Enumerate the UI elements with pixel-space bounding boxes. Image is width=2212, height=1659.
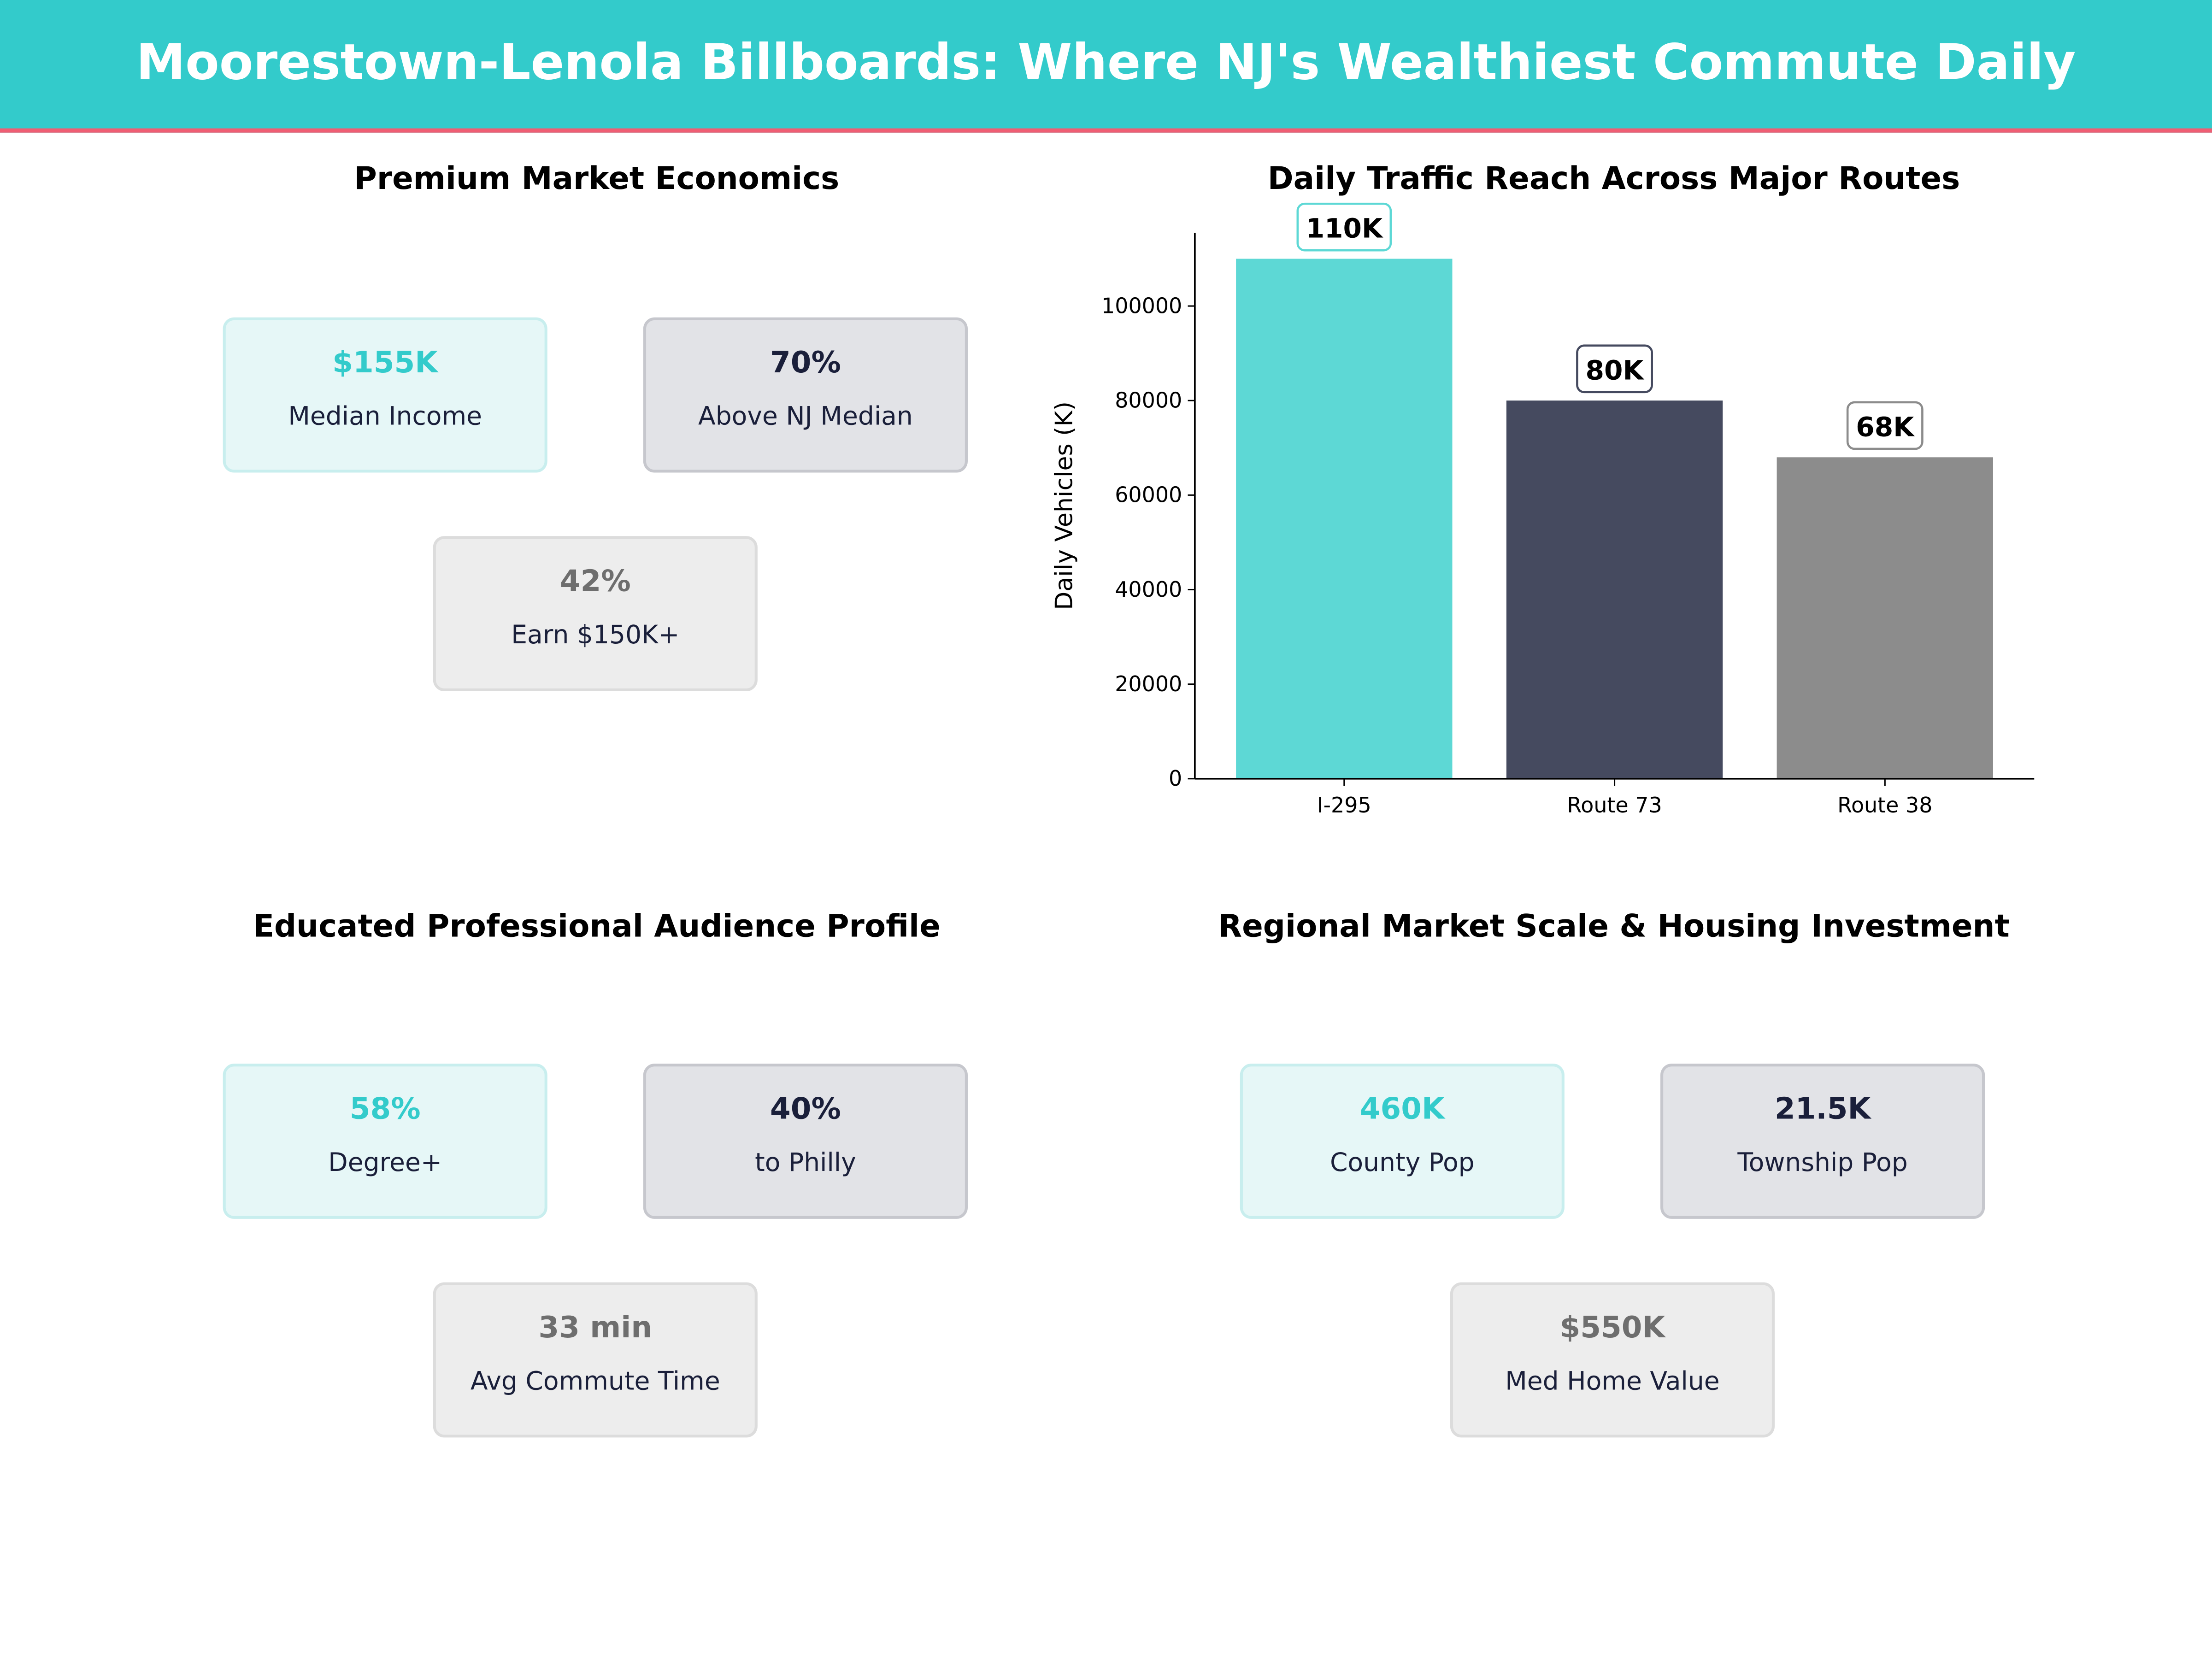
stat-label: Median Income — [288, 402, 482, 432]
stat-label: County Pop — [1330, 1148, 1475, 1178]
y-tick-label: 60000 — [1115, 482, 1182, 507]
stat-value: 42% — [559, 564, 631, 598]
data-label-box — [1296, 202, 1392, 252]
stat-value: $550K — [1559, 1310, 1665, 1345]
stat-value: 70% — [770, 345, 841, 380]
stat-value: 460K — [1359, 1092, 1445, 1126]
stat-card: 70% Above NJ Median — [643, 317, 968, 473]
stat-value: $155K — [332, 345, 438, 380]
y-tick-label: 0 — [1169, 766, 1182, 791]
chart-title: Daily Traffic Reach Across Major Routes — [1267, 162, 1960, 198]
x-tick-label: Route 38 — [1837, 793, 1932, 818]
stat-card: 460K County Pop — [1240, 1064, 1565, 1219]
stat-label: Avg Commute Time — [470, 1367, 720, 1397]
bar — [1777, 457, 1993, 779]
stat-value: 33 min — [538, 1310, 653, 1345]
stat-label: Earn $150K+ — [511, 620, 680, 651]
stat-card: $155K Median Income — [223, 317, 547, 473]
y-tick-label: 40000 — [1115, 577, 1182, 602]
stat-card: 40% to Philly — [643, 1064, 968, 1219]
y-tick-label: 80000 — [1115, 388, 1182, 413]
data-label: 68K — [1856, 411, 1915, 442]
page-title: Moorestown-Lenola Billboards: Where NJ's… — [136, 35, 2076, 92]
stat-card: $550K Med Home Value — [1450, 1282, 1775, 1438]
stat-label: to Philly — [755, 1148, 856, 1178]
stat-label: Degree+ — [328, 1148, 442, 1178]
panel-title-audience: Educated Professional Audience Profile — [253, 910, 941, 946]
panel-title-regional: Regional Market Scale & Housing Investme… — [1218, 910, 2010, 946]
bar — [1236, 259, 1453, 779]
stat-card: 42% Earn $150K+ — [433, 536, 758, 691]
x-tick-label: I-295 — [1317, 793, 1371, 818]
data-label-box — [1846, 401, 1924, 450]
header-banner: Moorestown-Lenola Billboards: Where NJ's… — [0, 0, 2212, 133]
stat-label: Township Pop — [1737, 1148, 1908, 1178]
stat-label: Med Home Value — [1505, 1367, 1720, 1397]
traffic-bar-chart: I-295 110K Route 73 80K Route 38 68K 0 20000 400… — [1051, 202, 2035, 818]
stat-value: 58% — [349, 1092, 421, 1126]
stat-value: 40% — [770, 1092, 841, 1126]
data-label: 110K — [1306, 213, 1383, 244]
bar — [1506, 400, 1723, 779]
stat-label: Above NJ Median — [698, 402, 913, 432]
panel-title-economics: Premium Market Economics — [354, 162, 840, 198]
data-label: 80K — [1586, 354, 1645, 386]
stat-card: 21.5K Township Pop — [1660, 1064, 1985, 1219]
x-tick-label: Route 73 — [1567, 793, 1662, 818]
stat-value: 21.5K — [1774, 1092, 1871, 1126]
data-label-box — [1576, 344, 1653, 394]
y-tick-label: 20000 — [1115, 671, 1182, 696]
y-tick-label: 100000 — [1101, 293, 1182, 318]
stat-card: 33 min Avg Commute Time — [433, 1282, 758, 1438]
stat-card: 58% Degree+ — [223, 1064, 547, 1219]
y-axis-label: Daily Vehicles (K) — [1051, 401, 1078, 610]
